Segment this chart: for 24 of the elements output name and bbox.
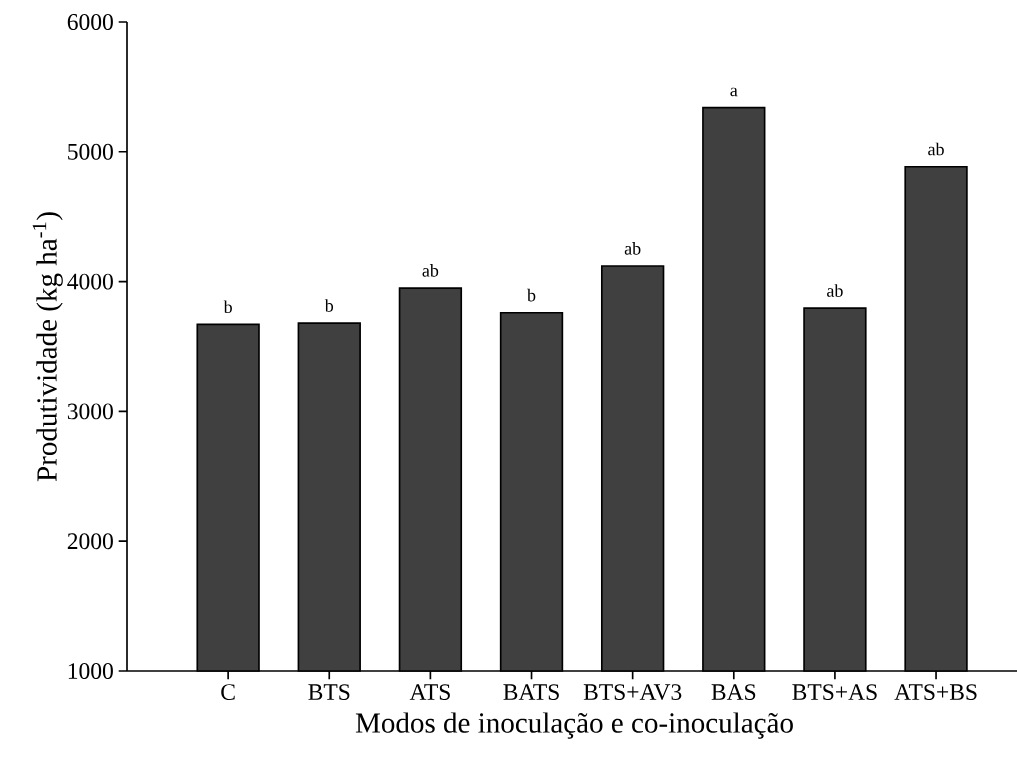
y-tick-label: 6000 — [67, 14, 113, 30]
y-tick-label: 1000 — [68, 663, 113, 679]
y-tick-label: 5000 — [68, 143, 113, 160]
x-tick-label: BTS+AS — [792, 684, 877, 700]
x-tick-label: ATS+BS — [894, 684, 977, 700]
annotation: b — [527, 288, 536, 302]
x-tick-label: BTS — [308, 684, 350, 700]
annotation: ab — [422, 264, 439, 277]
y-tick-label: 4000 — [67, 273, 113, 290]
x-tick-label: C — [221, 684, 235, 700]
x-tick-label: BATS — [503, 684, 559, 700]
annotation: a — [730, 87, 738, 97]
annotation: ab — [928, 142, 944, 156]
y-tick-label: 2000 — [67, 533, 113, 550]
y-axis-title: Produtividade (kg ha$^{-1}$) — [32, 212, 63, 482]
annotation: b — [324, 299, 334, 312]
annotation: b — [223, 300, 232, 314]
annotation: ab — [827, 284, 843, 297]
y-tick-label: 3000 — [67, 403, 113, 420]
annotation: ab — [624, 242, 641, 255]
x-tick-label: ATS — [409, 684, 450, 700]
x-tick-label: BAS — [711, 684, 756, 700]
x-tick-label: BTS+AV3 — [583, 684, 682, 701]
x-axis-title: Modos de inoculação e co-inoculação — [355, 712, 793, 739]
